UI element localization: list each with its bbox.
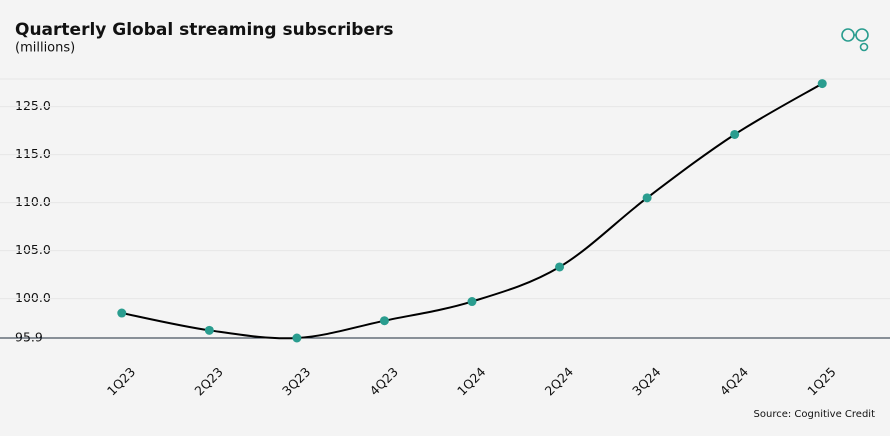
marker bbox=[730, 129, 740, 139]
y-tick-label: 100.0 bbox=[15, 290, 51, 305]
marker bbox=[817, 79, 827, 89]
y-tick-label: 125.0 bbox=[15, 98, 51, 113]
x-tick-label: 3Q23 bbox=[279, 364, 313, 398]
x-tick-label: 2Q24 bbox=[542, 364, 576, 398]
marker bbox=[379, 316, 389, 326]
x-tick-label: 4Q24 bbox=[717, 364, 751, 398]
marker bbox=[642, 193, 652, 203]
marker bbox=[292, 333, 302, 343]
line bbox=[121, 82, 823, 340]
marker bbox=[467, 297, 477, 307]
x-tick-label: 4Q23 bbox=[367, 364, 401, 398]
marker bbox=[204, 325, 214, 335]
y-tick-label: 115.0 bbox=[15, 146, 51, 161]
x-tick-label: 3Q24 bbox=[629, 364, 663, 398]
marker bbox=[555, 262, 565, 272]
chart-subtitle: (millions) bbox=[15, 41, 75, 56]
marker bbox=[117, 308, 127, 318]
x-tick-label: 2Q23 bbox=[191, 364, 225, 398]
y-tick-label: 110.0 bbox=[15, 194, 51, 209]
logo bbox=[841, 28, 869, 52]
x-tick-label: 1Q23 bbox=[104, 364, 138, 398]
source: Source: Cognitive Credit bbox=[754, 409, 876, 420]
y-tick-label: 95.9 bbox=[15, 330, 43, 345]
x-tick-label: 1Q25 bbox=[804, 364, 838, 398]
y-tick-label: 105.0 bbox=[15, 242, 51, 257]
x-tick-label: 1Q24 bbox=[454, 364, 488, 398]
chart-title: Quarterly Global streaming subscribers bbox=[15, 20, 393, 40]
